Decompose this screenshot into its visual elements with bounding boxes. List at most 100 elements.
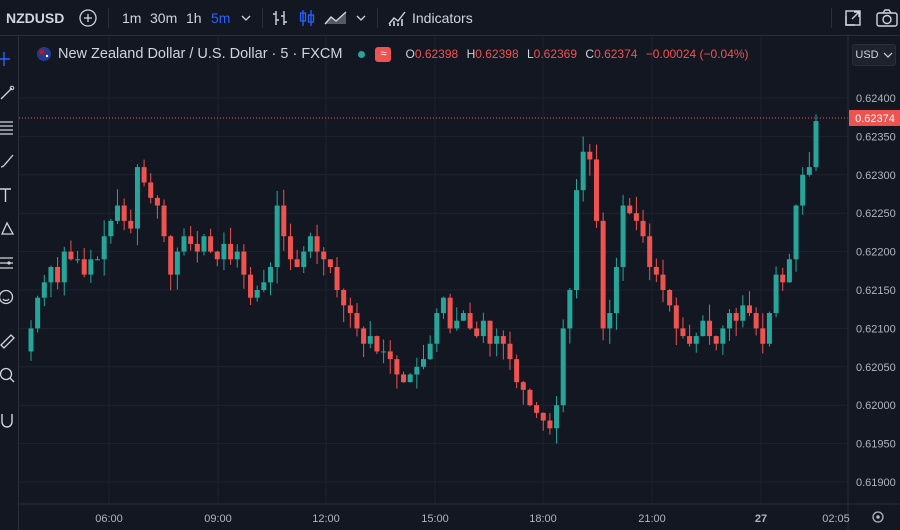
magnet-tool[interactable] (0, 412, 16, 430)
price-chart[interactable]: 0.62400 0.62350 0.62300 0.62250 0.62200 0.621… (19, 36, 900, 530)
market-status[interactable]: ≈ (358, 46, 392, 62)
interval-5m[interactable]: 5m (211, 10, 231, 26)
text-tool[interactable] (0, 186, 16, 204)
candle-body (134, 167, 140, 229)
candle-body (547, 420, 553, 429)
toolbar-divider (108, 8, 109, 28)
candle-body (527, 389, 533, 406)
candle-body (188, 236, 194, 244)
high-value: 0.62398 (475, 47, 519, 61)
candle-body (474, 328, 480, 337)
symbol-title[interactable]: New Zealand Dollar / U.S. Dollar · 5 · F… (58, 46, 343, 62)
top-toolbar: NZDUSD 1m 30m 1h 5m Indicators (0, 0, 900, 36)
symbol-legend: New Zealand Dollar / U.S. Dollar · 5 · F… (36, 44, 749, 64)
candle-body (707, 320, 713, 337)
price-tick-label: 0.62400 (856, 93, 896, 105)
prediction-tool[interactable] (0, 254, 16, 272)
snapshot-button[interactable] (876, 0, 898, 36)
chevron-down-icon (883, 52, 893, 58)
candle-body (786, 259, 792, 283)
candle-body (254, 290, 260, 298)
ohlc-values: O0.62398 H0.62398 L0.62369 C0.62374 −0.0… (405, 47, 748, 61)
price-axis[interactable]: 0.62400 0.62350 0.62300 0.62250 0.62200 0.621… (856, 93, 896, 489)
candle-body (593, 159, 599, 221)
close-value: 0.62374 (594, 47, 638, 61)
candle-body (487, 320, 493, 344)
chart-type-dropdown[interactable] (355, 0, 367, 36)
open-value: 0.62398 (414, 47, 459, 61)
expand-icon (845, 10, 861, 26)
compare-symbol-button[interactable] (78, 0, 98, 36)
pattern-tool[interactable] (0, 220, 16, 238)
candle-body (221, 243, 227, 260)
bar-style-button[interactable] (271, 0, 289, 36)
candle-body (367, 336, 373, 344)
brush-tool[interactable] (0, 152, 16, 170)
candle-body (181, 236, 187, 252)
candle-body (407, 374, 413, 383)
icon-tool[interactable] (0, 288, 16, 306)
time-axis[interactable]: 06:00 09:00 12:00 15:00 18:00 21:00 27 02:05 (95, 513, 850, 525)
candle-body (301, 251, 307, 267)
candle-body (494, 336, 500, 344)
candle-body (35, 297, 41, 329)
currency-selector[interactable]: USD (852, 44, 896, 66)
candle-body (773, 274, 779, 314)
interval-30m[interactable]: 30m (150, 10, 178, 26)
candles (28, 114, 819, 444)
forecast-icon (0, 257, 13, 269)
close-key: C (585, 47, 595, 61)
fullscreen-button[interactable] (843, 0, 863, 36)
candle-body (228, 243, 234, 260)
fib-tool[interactable] (0, 118, 16, 136)
chart-settings-button[interactable] (872, 511, 884, 523)
pattern-icon (0, 221, 15, 235)
candle-body (534, 405, 540, 413)
interval-1h[interactable]: 1h (186, 10, 202, 26)
candle-body (607, 313, 613, 329)
measure-tool[interactable] (0, 332, 16, 350)
candle-body (61, 251, 67, 283)
price-tick-label: 0.62150 (856, 285, 896, 297)
candles-style-button[interactable] (298, 0, 316, 36)
toolbar-divider (377, 8, 378, 28)
candle-body (194, 243, 200, 252)
candle-body (780, 274, 786, 283)
candle-body (554, 405, 560, 429)
candle-body (567, 290, 573, 329)
crosshair-tool[interactable] (0, 50, 16, 68)
candle-body (440, 297, 446, 314)
low-value: 0.62369 (533, 47, 578, 61)
trendline-tool[interactable] (0, 84, 16, 102)
indicators-label: Indicators (412, 10, 473, 26)
candle-body (267, 266, 273, 283)
last-price-label: 0.62374 (855, 113, 895, 125)
indicators-button[interactable]: Indicators (387, 0, 473, 36)
candle-body (41, 282, 47, 298)
candle-body (454, 320, 460, 329)
candle-body (241, 251, 247, 275)
candle-body (640, 220, 646, 237)
candle-body (633, 213, 639, 221)
interval-dropdown[interactable] (240, 0, 252, 36)
candle-body (660, 274, 666, 290)
candle-body (201, 236, 207, 252)
candle-body (114, 205, 120, 221)
symbol-search[interactable]: NZDUSD (6, 10, 65, 26)
candle-body (55, 266, 61, 283)
price-tick-label: 0.62300 (856, 170, 896, 182)
candle-body (168, 236, 174, 275)
plus-circle-icon (79, 9, 97, 27)
candle-body (294, 259, 300, 267)
fibonacci-icon (0, 121, 13, 135)
area-style-button[interactable] (324, 0, 348, 36)
candle-body (693, 336, 699, 344)
interval-1m[interactable]: 1m (122, 10, 142, 26)
candle-body (746, 305, 752, 314)
market-open-dot (358, 50, 366, 58)
candle-body (727, 313, 733, 329)
crosshair-icon (0, 52, 10, 66)
zoom-tool[interactable] (0, 366, 16, 384)
candle-body (514, 359, 520, 383)
candle-body (806, 167, 812, 175)
